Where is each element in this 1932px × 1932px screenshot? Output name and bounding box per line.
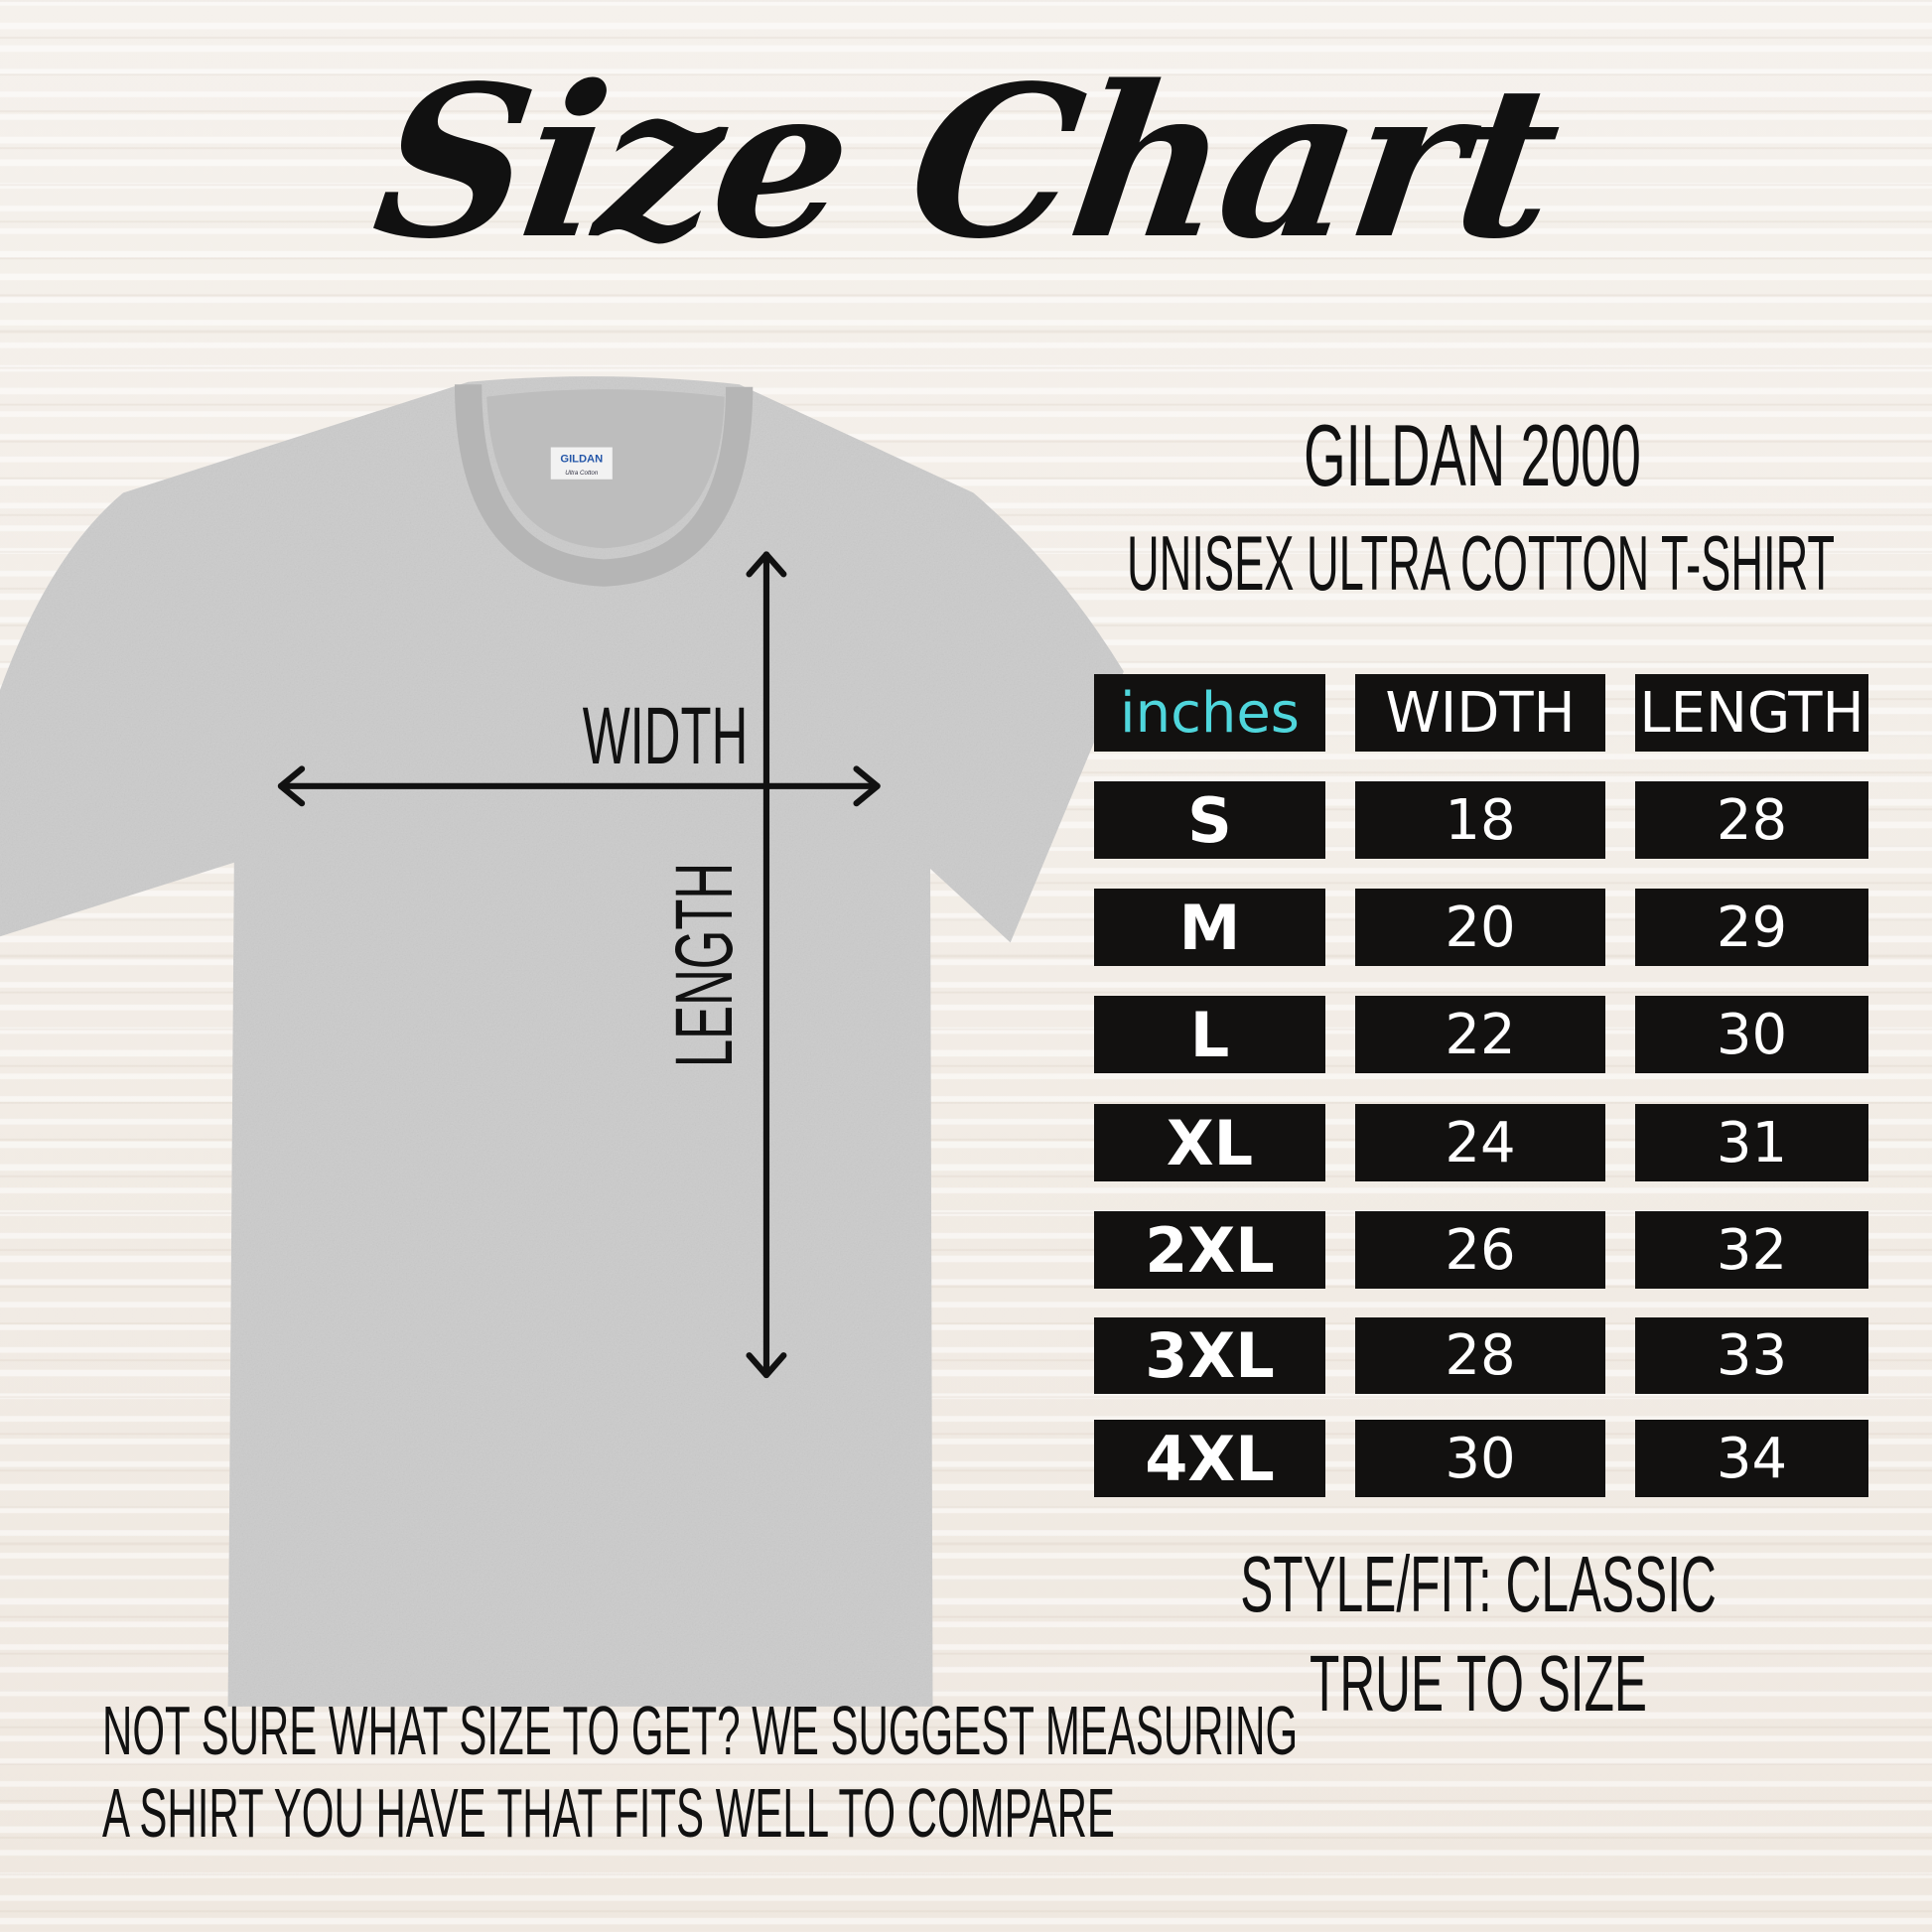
collar bbox=[454, 384, 754, 587]
width-cell: 22 bbox=[1355, 996, 1605, 1073]
footer-line-1: NOT SURE WHAT SIZE TO GET? WE SUGGEST ME… bbox=[101, 1692, 1299, 1769]
unit-header: inches bbox=[1094, 674, 1325, 752]
length-cell: 29 bbox=[1635, 889, 1868, 966]
width-cell: 18 bbox=[1355, 781, 1605, 859]
width-cell: 24 bbox=[1355, 1104, 1605, 1181]
size-cell: XL bbox=[1094, 1104, 1325, 1181]
product-subtitle: UNISEX ULTRA COTTON T-SHIRT bbox=[1127, 519, 1836, 607]
tag-brand: GILDAN bbox=[560, 453, 603, 465]
gildan-tag bbox=[550, 447, 613, 480]
tag-line: Ultra Cotton bbox=[565, 470, 599, 477]
length-cell: 31 bbox=[1635, 1104, 1868, 1181]
width-cell: 20 bbox=[1355, 889, 1605, 966]
size-cell: M bbox=[1094, 889, 1325, 966]
width-cell: 30 bbox=[1355, 1420, 1605, 1497]
width-cell: 28 bbox=[1355, 1317, 1605, 1394]
length-cell: 32 bbox=[1635, 1211, 1868, 1289]
footer-line-2: A SHIRT YOU HAVE THAT FITS WELL TO COMPA… bbox=[101, 1774, 1115, 1852]
length-cell: 33 bbox=[1635, 1317, 1868, 1394]
length-cell: 34 bbox=[1635, 1420, 1868, 1497]
size-cell: L bbox=[1094, 996, 1325, 1073]
width-header: WIDTH bbox=[1355, 674, 1605, 752]
product-name: GILDAN 2000 bbox=[1304, 406, 1641, 504]
size-cell: 2XL bbox=[1094, 1211, 1325, 1289]
page-title: Size Chart bbox=[362, 40, 1570, 285]
length-label: LENGTH bbox=[659, 862, 750, 1068]
width-cell: 26 bbox=[1355, 1211, 1605, 1289]
width-label: WIDTH bbox=[582, 691, 749, 781]
true-to-size: TRUE TO SIZE bbox=[1310, 1639, 1647, 1727]
size-cell: 4XL bbox=[1094, 1420, 1325, 1497]
length-header: LENGTH bbox=[1635, 674, 1868, 752]
length-cell: 28 bbox=[1635, 781, 1868, 859]
style-fit: STYLE/FIT: CLASSIC bbox=[1240, 1540, 1717, 1628]
size-cell: S bbox=[1094, 781, 1325, 859]
length-cell: 30 bbox=[1635, 996, 1868, 1073]
size-cell: 3XL bbox=[1094, 1317, 1325, 1394]
